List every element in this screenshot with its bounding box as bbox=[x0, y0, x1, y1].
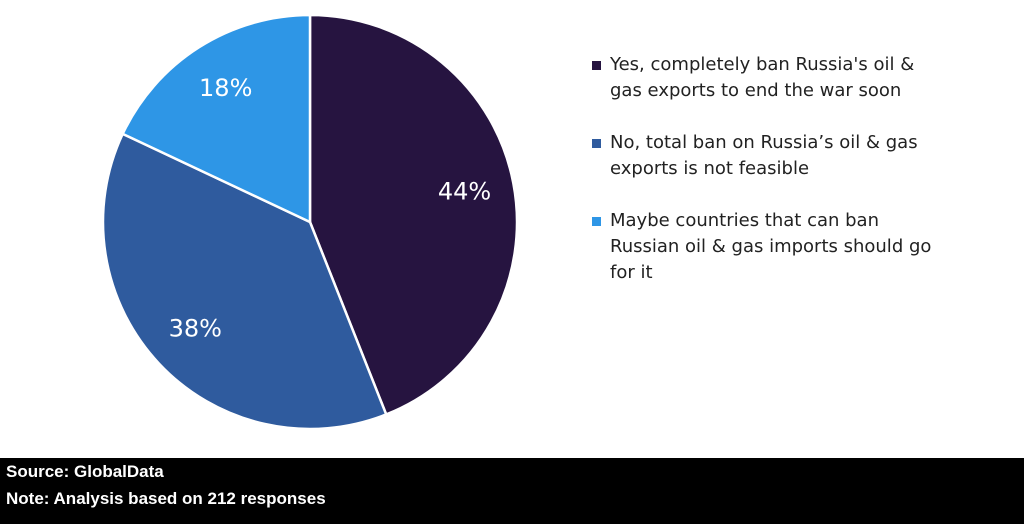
pie-slice bbox=[308, 13, 519, 417]
legend-label: No, total ban on Russia’s oil & gas expo… bbox=[610, 132, 918, 179]
legend-item: Yes, completely ban Russia's oil & gas e… bbox=[590, 52, 950, 104]
footer: Source: GlobalData Note: Analysis based … bbox=[0, 458, 1024, 524]
legend-label: Yes, completely ban Russia's oil & gas e… bbox=[610, 54, 915, 101]
legend-label: Maybe countries that can ban Russian oil… bbox=[610, 210, 932, 283]
legend-item: Maybe countries that can ban Russian oil… bbox=[590, 208, 950, 286]
chart: 44% 38% 18% bbox=[101, 13, 519, 431]
legend-item: No, total ban on Russia’s oil & gas expo… bbox=[590, 130, 950, 182]
value-label: 44% bbox=[438, 178, 491, 206]
value-label: 18% bbox=[199, 74, 252, 102]
pie-slice bbox=[121, 13, 312, 224]
legend: Yes, completely ban Russia's oil & gas e… bbox=[590, 52, 950, 312]
source: Source: GlobalData bbox=[6, 462, 164, 481]
legend-swatch bbox=[592, 61, 601, 70]
pie-slice bbox=[101, 132, 388, 431]
note: Note: Analysis based on 212 responses bbox=[6, 489, 326, 508]
legend-swatch bbox=[592, 217, 601, 226]
value-label: 38% bbox=[169, 315, 222, 343]
legend-swatch bbox=[592, 139, 601, 148]
